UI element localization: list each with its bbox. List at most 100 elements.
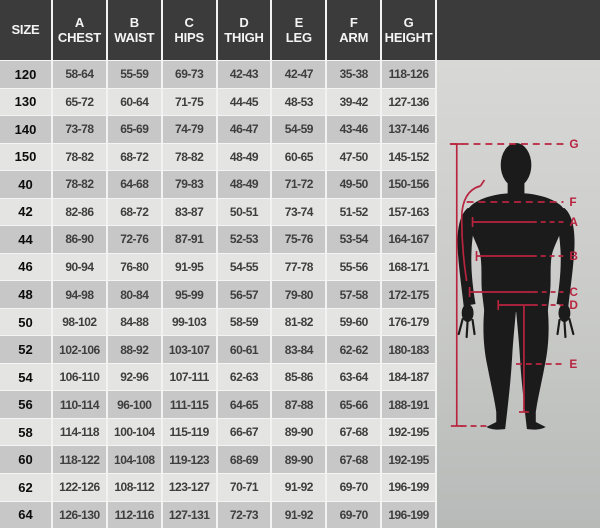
measurement-cell: 87-88 bbox=[272, 391, 328, 418]
measurement-cell: 180-183 bbox=[382, 336, 436, 363]
measurement-cell: 145-152 bbox=[382, 143, 436, 171]
measurement-cell: 115-119 bbox=[162, 418, 218, 446]
table-row-size-130: 130 65-72 60-64 71-75 44-45 48-53 39-42 127-136 bbox=[0, 87, 436, 116]
measurement-cell: 72-76 bbox=[107, 226, 163, 253]
table-row-size-60: 60 118-122 104-108 119-123 68-69 89-90 67-68 19… bbox=[0, 445, 436, 473]
measurement-cell: 83-87 bbox=[162, 198, 218, 226]
table-row-size-120: 120 58-64 55-59 69-73 42-43 42-47 35-38 118-126 bbox=[0, 60, 436, 88]
size-cell: 60 bbox=[0, 446, 53, 473]
measurement-cell: 71-75 bbox=[162, 88, 218, 116]
size-table: SIZE A CHEST B WAIST C HIPS D THIGH E LEG F ARM G HEIG… bbox=[0, 0, 436, 528]
table-row-size-140: 140 73-78 65-69 74-79 46-47 54-59 43-46 137-146 bbox=[0, 115, 436, 143]
measurement-cell: 50-51 bbox=[217, 198, 273, 226]
chest-line-a bbox=[471, 217, 564, 227]
measurement-cell: 60-61 bbox=[217, 336, 273, 363]
measurement-cell: 91-92 bbox=[272, 473, 328, 501]
measurement-cell: 192-195 bbox=[382, 418, 436, 446]
measurement-cell: 137-146 bbox=[382, 116, 436, 143]
table-row-size-50: 50 98-102 84-88 99-103 58-59 81-82 59-60 176-17… bbox=[0, 307, 436, 336]
table-row-size-150: 150 78-82 68-72 78-82 48-49 60-65 47-50 145-152 bbox=[0, 142, 436, 171]
measurement-cell: 44-45 bbox=[217, 88, 273, 116]
measurement-cell: 127-131 bbox=[162, 501, 218, 528]
column-name: THIGH bbox=[224, 30, 264, 45]
measurement-cell: 72-73 bbox=[217, 501, 273, 528]
measurement-cell: 52-53 bbox=[217, 226, 273, 253]
column-name: HEIGHT bbox=[384, 30, 433, 45]
marker-label-e: E bbox=[569, 357, 577, 371]
measurement-cell: 59-60 bbox=[327, 308, 383, 336]
height-line-g bbox=[449, 143, 564, 427]
size-cell: 54 bbox=[0, 363, 53, 391]
size-cell: 50 bbox=[0, 308, 53, 336]
column-letter: B bbox=[129, 14, 139, 30]
measurement-cell: 79-80 bbox=[272, 281, 328, 308]
size-cell: 150 bbox=[0, 143, 53, 171]
table-row-size-46: 46 90-94 76-80 91-95 54-55 77-78 55-56 168-171 bbox=[0, 252, 436, 281]
measurement-cell: 103-107 bbox=[162, 336, 218, 363]
marker-label-b: B bbox=[569, 249, 578, 263]
measurement-cell: 84-88 bbox=[107, 308, 163, 336]
measurement-cell: 118-126 bbox=[382, 61, 436, 88]
measurement-cell: 176-179 bbox=[382, 308, 436, 336]
measurement-cell: 196-199 bbox=[382, 501, 436, 528]
size-cell: 64 bbox=[0, 501, 53, 528]
measurement-cell: 114-118 bbox=[53, 418, 108, 446]
size-cell: 44 bbox=[0, 226, 53, 253]
table-row-size-64: 64 126-130 112-116 127-131 72-73 91-92 69-70 19… bbox=[0, 500, 436, 528]
measurement-cell: 86-90 bbox=[53, 226, 108, 253]
table-row-size-58: 58 114-118 100-104 115-119 66-67 89-90 67-68 19… bbox=[0, 417, 436, 446]
measurement-cell: 55-59 bbox=[107, 61, 163, 88]
measurement-cell: 69-73 bbox=[162, 61, 218, 88]
measurement-cell: 58-64 bbox=[53, 61, 108, 88]
measurement-cell: 64-68 bbox=[107, 171, 163, 198]
column-letter: G bbox=[403, 14, 414, 30]
measurement-cell: 68-72 bbox=[107, 198, 163, 226]
measurement-cell: 39-42 bbox=[327, 88, 383, 116]
measurement-cell: 192-195 bbox=[382, 446, 436, 473]
measurement-cell: 96-100 bbox=[107, 391, 163, 418]
measurement-cell: 118-122 bbox=[53, 446, 108, 473]
measurement-cell: 58-59 bbox=[217, 308, 273, 336]
measurement-cell: 91-95 bbox=[162, 253, 218, 281]
measurement-cell: 76-80 bbox=[107, 253, 163, 281]
size-cell: 40 bbox=[0, 171, 53, 198]
measurement-cell: 65-72 bbox=[53, 88, 108, 116]
size-cell: 120 bbox=[0, 61, 53, 88]
table-row-size-62: 62 122-126 108-112 123-127 70-71 91-92 69-70 19… bbox=[0, 472, 436, 501]
measurement-cell: 119-123 bbox=[162, 446, 218, 473]
measurement-cell: 108-112 bbox=[107, 473, 163, 501]
table-header-row: SIZE A CHEST B WAIST C HIPS D THIGH E LEG F ARM G HEIG… bbox=[0, 0, 435, 60]
measurement-cell: 67-68 bbox=[327, 418, 383, 446]
size-cell: 130 bbox=[0, 88, 53, 116]
measurement-cell: 43-46 bbox=[327, 116, 383, 143]
table-row-size-54: 54 106-110 92-96 107-111 62-63 85-86 63-64 184-… bbox=[0, 362, 436, 391]
measurement-cell: 60-64 bbox=[107, 88, 163, 116]
measurement-cell: 89-90 bbox=[272, 446, 328, 473]
column-header-thigh: D THIGH bbox=[218, 0, 273, 60]
table-row-size-40: 40 78-82 64-68 79-83 48-49 71-72 49-50 150-156 bbox=[0, 170, 436, 198]
column-header-arm: F ARM bbox=[327, 0, 383, 60]
measurement-cell: 122-126 bbox=[53, 473, 108, 501]
column-header-hips: C HIPS bbox=[163, 0, 218, 60]
table-row-size-42: 42 82-86 68-72 83-87 50-51 73-74 51-52 157-163 bbox=[0, 197, 436, 226]
size-cell: 42 bbox=[0, 198, 53, 226]
measurement-cell: 60-65 bbox=[272, 143, 328, 171]
column-letter: C bbox=[184, 14, 194, 30]
measurement-cell: 71-72 bbox=[272, 171, 328, 198]
measurement-cell: 196-199 bbox=[382, 473, 436, 501]
measurement-cell: 48-49 bbox=[217, 171, 273, 198]
measurement-cell: 78-82 bbox=[53, 143, 108, 171]
column-name: LEG bbox=[285, 30, 312, 45]
column-letter: F bbox=[349, 14, 358, 30]
marker-label-a: A bbox=[569, 215, 578, 229]
marker-label-c: C bbox=[569, 285, 578, 299]
table-row-size-44: 44 86-90 72-76 87-91 52-53 75-76 53-54 164-167 bbox=[0, 225, 436, 253]
waist-line-b bbox=[475, 251, 564, 261]
size-cell: 62 bbox=[0, 473, 53, 501]
measurement-cell: 63-64 bbox=[327, 363, 383, 391]
measurement-cell: 47-50 bbox=[327, 143, 383, 171]
measurement-cell: 62-63 bbox=[217, 363, 273, 391]
measurement-cell: 95-99 bbox=[162, 281, 218, 308]
measurement-cell: 35-38 bbox=[327, 61, 383, 88]
